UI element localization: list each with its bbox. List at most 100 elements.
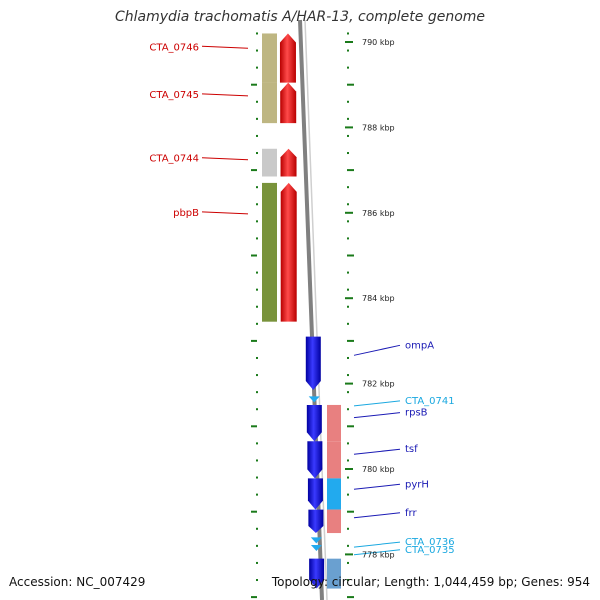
label-leader-line — [353, 412, 401, 419]
minor-tick-right — [347, 152, 349, 155]
forward-gene-arrow — [309, 558, 325, 589]
minor-tick-left — [256, 544, 258, 547]
gene-label: rpsB — [405, 408, 428, 419]
gene-label: CTA_0741 — [405, 396, 455, 407]
minor-tick-right — [347, 237, 349, 240]
forward-gene-arrow — [307, 478, 323, 510]
minor-tick-right — [347, 493, 349, 496]
gene-label: CTA_0744 — [149, 154, 199, 165]
cog-category-bar — [327, 404, 341, 442]
minor-tick-left — [256, 271, 258, 274]
minor-tick-right — [347, 459, 349, 462]
minor-tick-left — [251, 596, 257, 599]
minor-tick-left — [256, 32, 258, 35]
minor-tick-right — [347, 49, 349, 52]
minor-tick-right — [347, 510, 354, 513]
scale-tick-label: 786 kbp — [362, 209, 395, 218]
scale-tick-mark — [345, 553, 353, 556]
gene-label: ompA — [405, 340, 434, 351]
gene-label: CTA_0736 — [405, 537, 455, 548]
scale-tick-label: 788 kbp — [362, 123, 395, 132]
minor-tick-left — [256, 288, 258, 291]
scale-tick-label: 784 kbp — [362, 294, 395, 303]
label-leader-line — [353, 400, 401, 407]
gene-label: CTA_0735 — [405, 545, 455, 556]
cog-category-bar — [327, 478, 341, 510]
accession-text: Accession: NC_007429 — [9, 575, 146, 589]
cog-category-bar — [262, 33, 277, 83]
gene-labels: CTA_0746 CTA_0745 CTA_0744 pbpB ompA CTA_0741… — [149, 42, 454, 556]
minor-tick-right — [347, 391, 349, 394]
reverse-gene-arrow — [280, 182, 297, 322]
minor-tick-right — [347, 339, 354, 342]
minor-tick-right — [347, 561, 349, 564]
gene-label: CTA_0746 — [149, 42, 199, 53]
cog-category-bar — [327, 558, 341, 589]
label-leader-line — [201, 93, 249, 97]
scale-tick-mark — [345, 41, 353, 43]
label-leader-line — [201, 211, 249, 215]
minor-tick-left — [256, 459, 258, 462]
minor-tick-right — [347, 186, 349, 189]
minor-tick-right — [347, 271, 349, 274]
minor-tick-left — [256, 100, 258, 103]
reverse-gene-arrow — [279, 33, 296, 83]
minor-tick-left — [256, 49, 258, 52]
label-leader-line — [353, 512, 401, 519]
forward-gene-arrow — [308, 396, 320, 403]
minor-tick-right — [347, 134, 349, 137]
minor-tick-right — [347, 117, 349, 120]
minor-tick-left — [256, 66, 258, 69]
scale-tick-mark — [345, 297, 353, 300]
minor-tick-left — [256, 527, 258, 530]
minor-tick-right — [347, 544, 349, 547]
scale-tick-mark — [345, 211, 353, 214]
minor-tick-right — [347, 203, 349, 206]
backbone-highlight — [304, 19, 328, 600]
label-leader-line — [353, 483, 401, 490]
reverse-gene-arrow — [280, 82, 297, 124]
minor-tick-right — [347, 220, 349, 223]
minor-tick-left — [256, 374, 258, 377]
minor-tick-right — [347, 476, 349, 479]
scale-tick-label: 782 kbp — [362, 380, 395, 389]
minor-tick-left — [256, 220, 258, 223]
minor-tick-right — [347, 579, 349, 582]
scale-tick-mark — [345, 382, 353, 385]
gene-label: frr — [405, 508, 417, 519]
gene-label: pyrH — [405, 479, 429, 490]
cog-category-bar — [327, 441, 341, 479]
minor-tick-left — [256, 391, 258, 394]
genome-title: Chlamydia trachomatis A/HAR-13, complete… — [114, 9, 486, 25]
label-leader-line — [353, 448, 401, 455]
minor-tick-right — [347, 527, 349, 530]
minor-tick-right — [347, 374, 349, 377]
minor-tick-right — [347, 254, 354, 257]
minor-tick-left — [256, 442, 258, 445]
minor-tick-left — [251, 83, 257, 86]
minor-tick-right — [347, 322, 349, 325]
minor-tick-right — [347, 305, 349, 308]
reverse-gene-arrow — [280, 148, 297, 177]
minor-tick-left — [256, 356, 258, 359]
cog-category-bar — [262, 82, 277, 124]
minor-tick-right — [347, 596, 354, 599]
forward-gene-arrow — [307, 441, 323, 479]
gene-features — [262, 33, 341, 589]
scale-tick-mark — [345, 468, 353, 470]
minor-tick-left — [256, 493, 258, 496]
label-leader-line — [353, 549, 401, 556]
gene-label: tsf — [405, 444, 418, 455]
minor-tick-right — [347, 356, 349, 359]
minor-tick-right — [347, 32, 349, 35]
minor-tick-left — [256, 579, 258, 582]
minor-tick-left — [256, 186, 258, 189]
minor-tick-right — [347, 66, 349, 69]
minor-tick-marks — [251, 32, 354, 599]
minor-tick-right — [347, 100, 349, 103]
minor-tick-right — [347, 425, 354, 428]
scale-tick-label: 778 kbp — [362, 550, 395, 559]
scale-ticks: 790 kbp 788 kbp 786 kbp 784 kbp 782 kbp 780 k… — [345, 38, 395, 559]
label-leader-line — [201, 45, 249, 49]
